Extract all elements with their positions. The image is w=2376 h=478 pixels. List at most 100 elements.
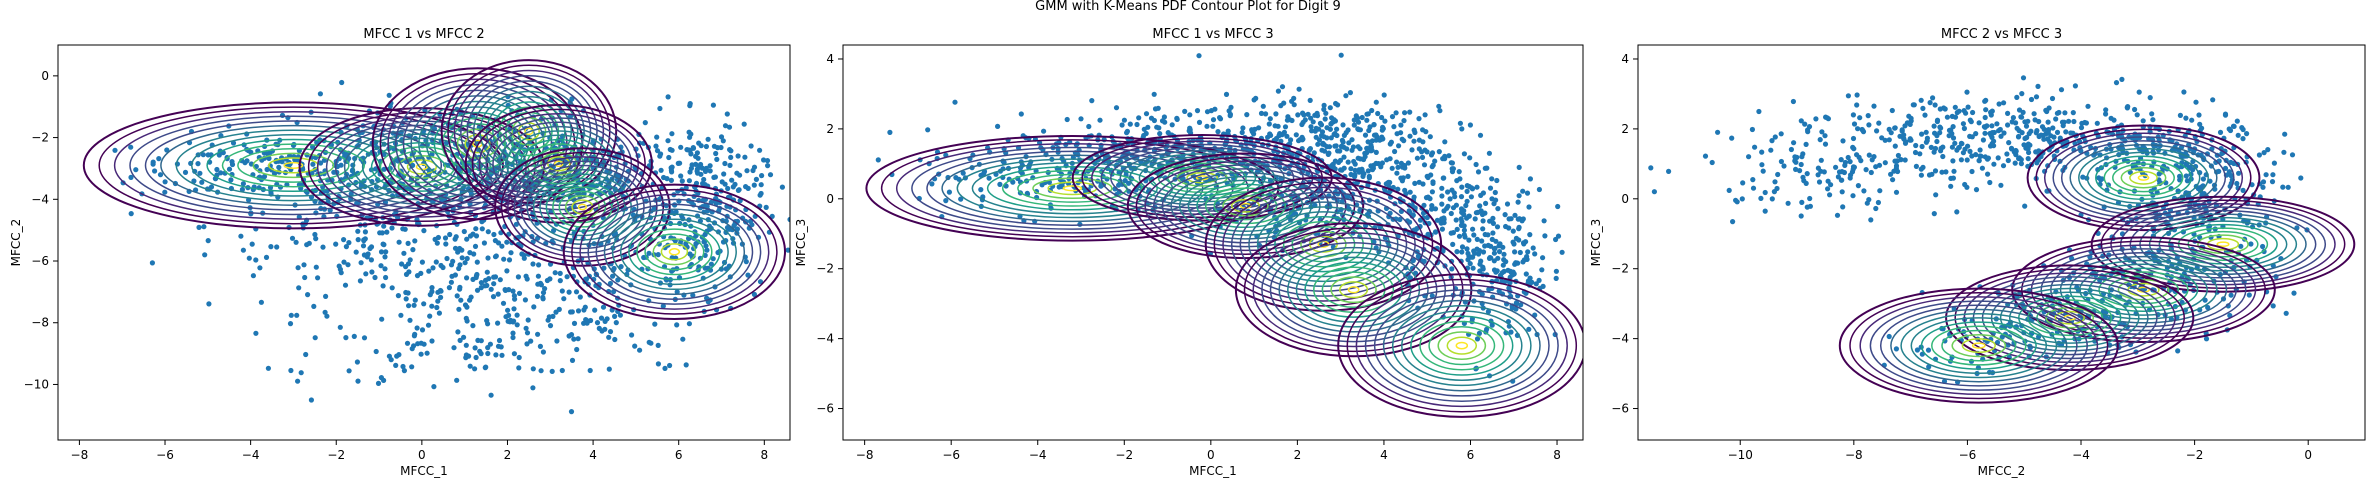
scatter-point xyxy=(1336,159,1342,165)
scatter-point xyxy=(1494,177,1500,184)
scatter-point xyxy=(1769,138,1775,144)
scatter-point xyxy=(482,283,488,289)
scatter-point xyxy=(665,138,671,144)
scatter-point xyxy=(1851,146,1857,152)
contour-line xyxy=(1204,187,1287,225)
scatter-point xyxy=(1794,154,1800,160)
scatter-point xyxy=(495,240,502,246)
scatter-point xyxy=(1771,189,1777,195)
scatter-point xyxy=(1468,194,1474,200)
contour-line xyxy=(1186,172,1219,184)
contour-line xyxy=(1269,241,1438,338)
scatter-point xyxy=(446,285,452,291)
scatter-point xyxy=(703,243,709,249)
scatter-point xyxy=(2181,89,2187,95)
scatter-point xyxy=(1010,179,1016,185)
scatter-point xyxy=(664,176,670,182)
scatter-point xyxy=(274,244,280,250)
scatter-point xyxy=(427,313,433,319)
scatter-point xyxy=(1134,121,1140,128)
scatter-point xyxy=(1371,132,1378,138)
scatter-point xyxy=(2041,136,2047,142)
scatter-point xyxy=(2041,126,2047,132)
scatter-point xyxy=(1449,258,1455,264)
scatter-point xyxy=(378,263,384,269)
scatter-point xyxy=(1459,126,1465,132)
scatter-point xyxy=(288,312,294,318)
scatter-point xyxy=(1734,199,1740,205)
scatter-point xyxy=(1319,147,1325,153)
scatter-point xyxy=(401,250,407,256)
scatter-point xyxy=(1251,97,1257,103)
scatter-point xyxy=(463,315,469,321)
scatter-point xyxy=(1987,179,1993,186)
scatter-point xyxy=(249,241,255,247)
scatter-point xyxy=(1366,175,1372,181)
scatter-point xyxy=(1523,271,1529,277)
scatter-point xyxy=(1491,246,1497,252)
contour-line xyxy=(2040,248,2247,332)
scatter-point xyxy=(2226,169,2232,175)
scatter-point xyxy=(1536,186,1542,193)
scatter-point xyxy=(1488,243,1494,249)
scatter-point xyxy=(2012,160,2018,166)
scatter-point xyxy=(250,273,256,279)
scatter-point xyxy=(1308,124,1314,130)
scatter-point xyxy=(196,224,202,230)
scatter-point xyxy=(2134,112,2140,118)
scatter-point xyxy=(1956,145,1962,151)
contour-line xyxy=(1126,152,1365,260)
scatter-point xyxy=(1458,206,1465,212)
scatter-point xyxy=(483,277,489,283)
scatter-point xyxy=(654,134,660,140)
scatter-point xyxy=(1553,275,1559,281)
scatter-point xyxy=(2234,180,2240,187)
scatter-point xyxy=(1136,115,1142,121)
contour-line xyxy=(1157,162,1247,194)
scatter-point xyxy=(1097,117,1103,123)
scatter-point xyxy=(1339,137,1345,143)
scatter-point xyxy=(157,172,164,178)
scatter-point xyxy=(2040,132,2046,138)
contour-line xyxy=(175,129,412,202)
scatter-point xyxy=(1441,175,1447,181)
scatter-point xyxy=(406,269,412,275)
scatter-point xyxy=(524,341,530,347)
scatter-point xyxy=(1934,138,1940,145)
scatter-point xyxy=(2239,125,2245,131)
contour-line xyxy=(1347,286,1360,294)
scatter-point xyxy=(1758,195,1764,201)
axes-frame xyxy=(1637,44,2366,441)
scatter-point xyxy=(1493,238,1499,244)
contour-line xyxy=(1153,164,1338,248)
scatter-point xyxy=(1860,127,1866,133)
scatter-point xyxy=(1501,251,1507,257)
scatter-point xyxy=(2062,110,2068,116)
scatter-point xyxy=(1466,213,1472,219)
contour-line xyxy=(464,104,653,224)
scatter-point xyxy=(1950,175,1956,181)
contour-line xyxy=(595,203,754,300)
x-tick-label: −8 xyxy=(1845,448,1863,462)
contour-line xyxy=(1382,299,1541,392)
scatter-point xyxy=(409,346,415,352)
scatter-point xyxy=(1958,140,1964,146)
scatter-point xyxy=(1982,114,1988,121)
contour-line xyxy=(1001,169,1143,207)
scatter-point xyxy=(454,377,460,383)
scatter-point xyxy=(400,226,406,232)
scatter-point xyxy=(657,153,663,159)
contour-line xyxy=(1999,287,2140,348)
scatter-point xyxy=(725,185,731,192)
scatter-point xyxy=(1892,125,1898,131)
scatter-point xyxy=(1516,193,1522,199)
scatter-point xyxy=(508,317,514,323)
scatter-point xyxy=(594,320,601,326)
scatter-point xyxy=(305,292,311,298)
scatter-point xyxy=(542,286,548,292)
scatter-point xyxy=(1121,117,1127,123)
scatter-point xyxy=(1240,125,1246,131)
contour-line xyxy=(1144,160,1347,252)
scatter-point xyxy=(701,239,707,245)
scatter-point xyxy=(1151,91,1157,97)
